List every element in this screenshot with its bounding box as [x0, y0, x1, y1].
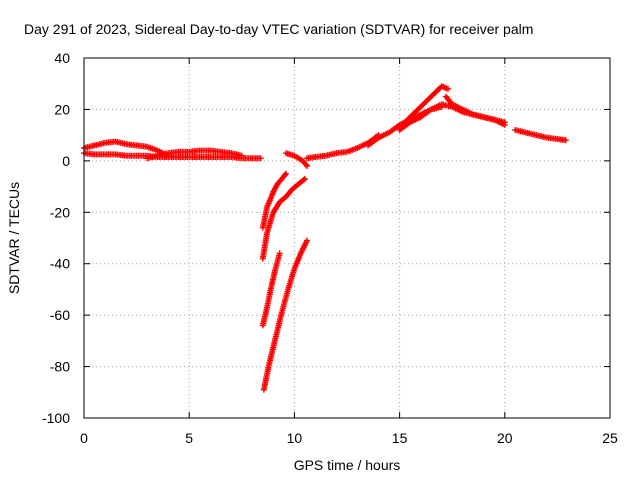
x-tick-label: 20 — [497, 430, 513, 446]
y-tick-label: 40 — [54, 50, 70, 66]
series-arc-14 — [512, 127, 569, 144]
x-tick-label: 25 — [602, 430, 618, 446]
series-arc-8 — [283, 150, 310, 169]
y-tick-label: -40 — [50, 256, 70, 272]
series-arc-7 — [260, 237, 310, 393]
grid-lines — [84, 58, 610, 418]
y-tick-label: -60 — [50, 307, 70, 323]
y-tick-label: -80 — [50, 359, 70, 375]
series-arc-6 — [259, 250, 283, 329]
y-tick-label: 0 — [62, 153, 70, 169]
series-arc-4 — [259, 175, 308, 262]
series-arc-13 — [442, 93, 508, 126]
x-axis-label: GPS time / hours — [294, 457, 401, 473]
x-tick-label: 10 — [287, 430, 303, 446]
series-markers — [260, 237, 310, 393]
series-arc-5 — [259, 170, 289, 231]
plot-frame — [83, 57, 611, 419]
series-markers — [259, 170, 289, 231]
series-markers — [259, 175, 308, 262]
series-arc-3 — [144, 147, 245, 162]
chart-title: Day 291 of 2023, Sidereal Day-to-day VTE… — [24, 21, 533, 37]
data-series — [81, 83, 569, 393]
series-markers — [512, 127, 569, 144]
series-markers — [144, 147, 245, 162]
y-tick-label: -20 — [50, 204, 70, 220]
y-tick-label: 20 — [54, 101, 70, 117]
y-axis-label: SDTVAR / TECUs — [6, 182, 22, 294]
x-tick-label: 0 — [80, 430, 88, 446]
axis-ticks: 0 5 10 15 20 25 -100 -80 -60 -40 -20 0 20 40 — [42, 50, 618, 446]
y-tick-label: -100 — [42, 410, 70, 426]
x-tick-label: 5 — [185, 430, 193, 446]
series-markers — [259, 250, 283, 329]
series-markers — [442, 93, 508, 126]
series-markers — [283, 150, 310, 169]
x-tick-label: 15 — [392, 430, 408, 446]
